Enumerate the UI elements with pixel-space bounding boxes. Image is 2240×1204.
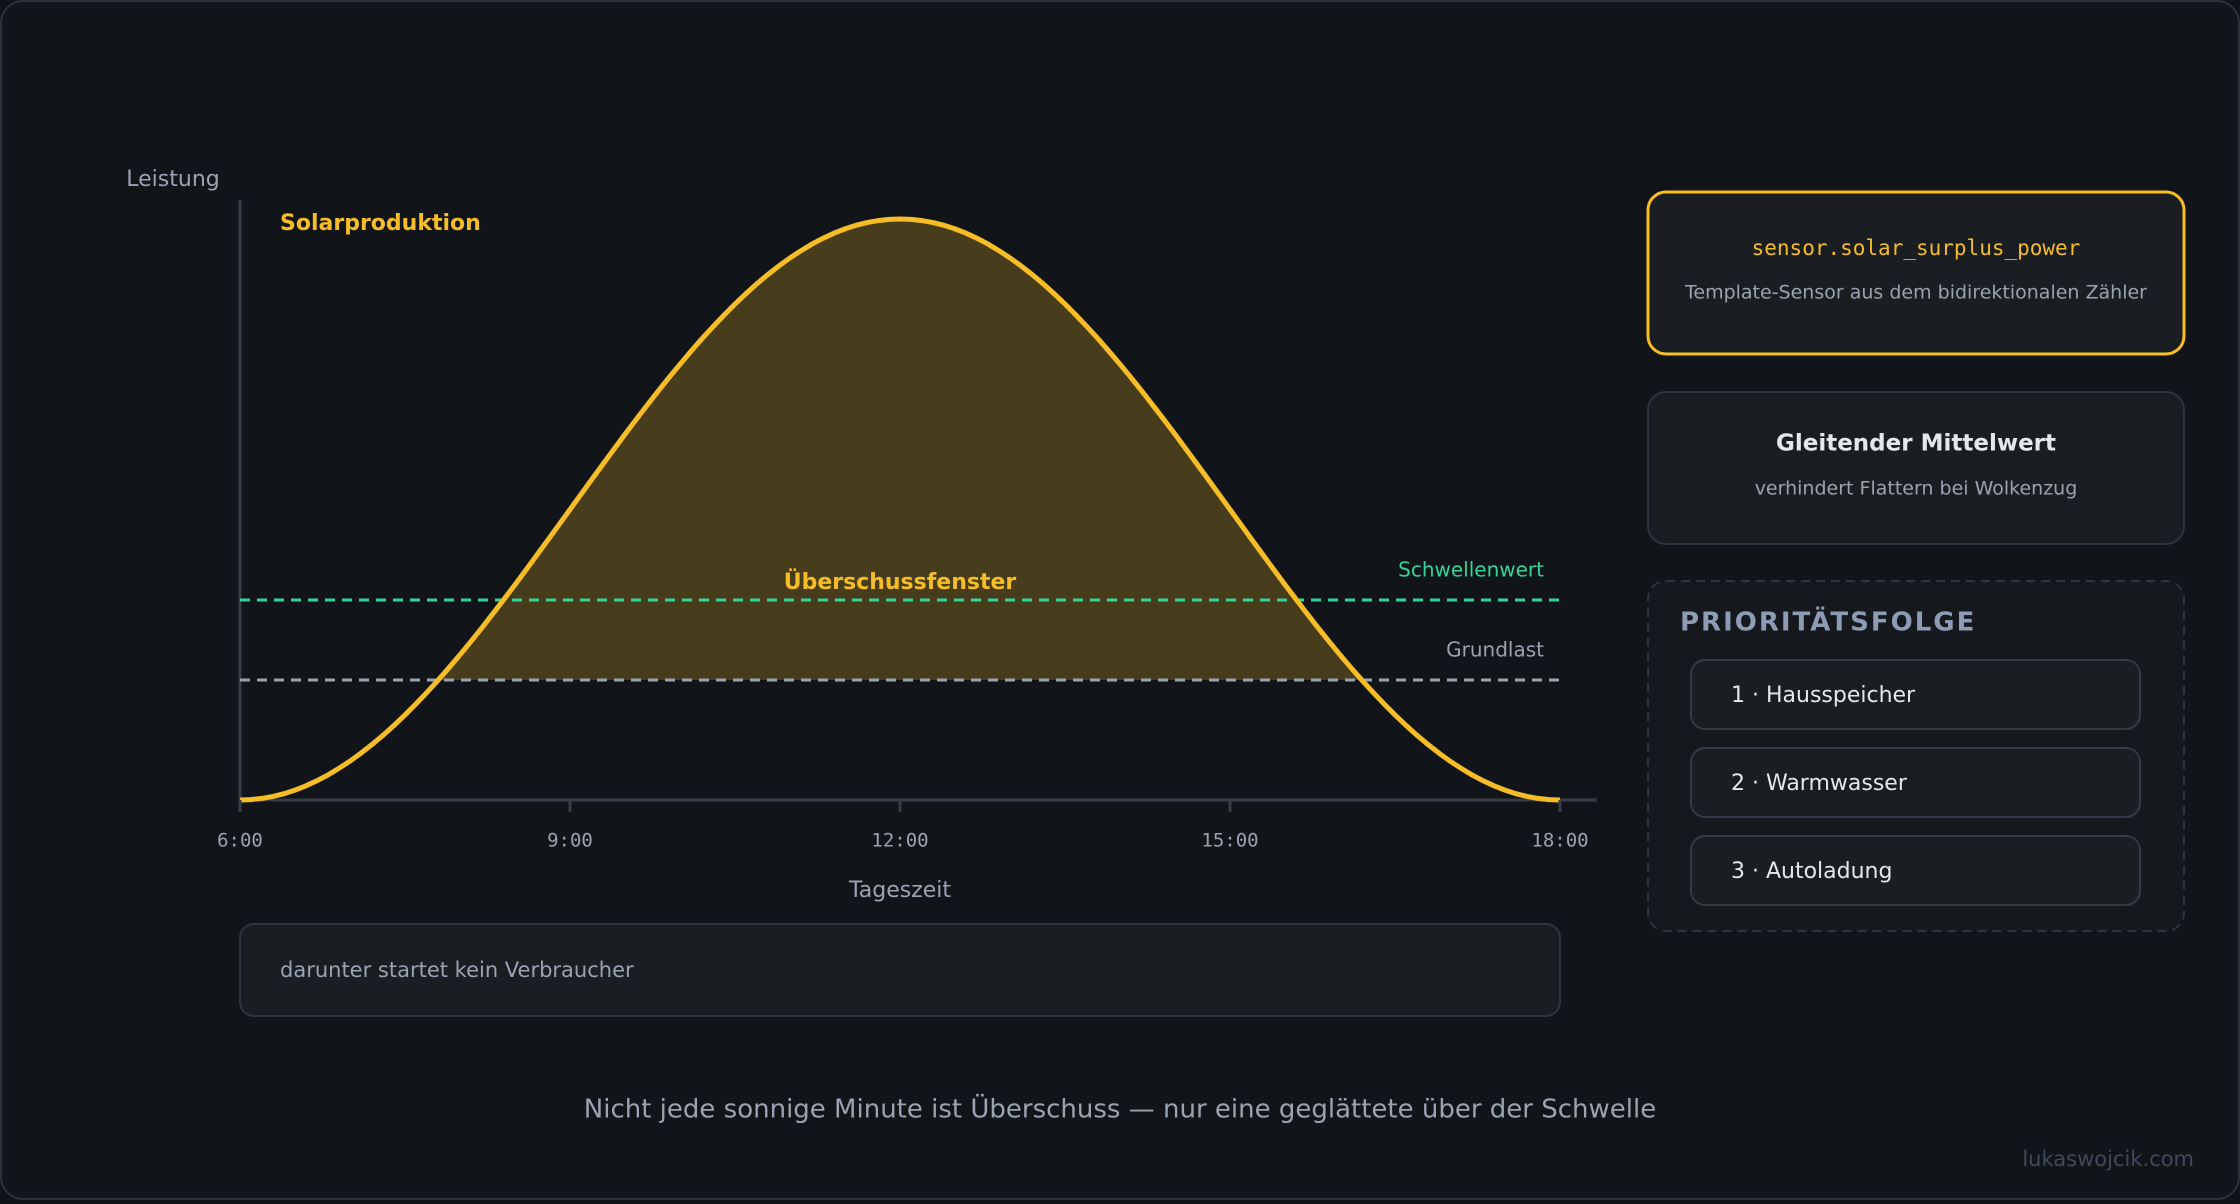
threshold-label: Schwellenwert: [1398, 558, 1544, 582]
priority-item: [1690, 835, 2141, 906]
priority-label: 2 · Warmwasser: [1731, 771, 1908, 796]
x-tick-label: 6:00: [217, 830, 263, 852]
window-label: Überschussfenster: [784, 569, 1017, 595]
card-subtitle: verhindert Flattern bei Wolkenzug: [1755, 478, 2078, 500]
series-label: Solarproduktion: [280, 211, 481, 236]
baseload-label: Grundlast: [1446, 638, 1544, 662]
caption: Nicht jede sonnige Minute ist Überschuss…: [584, 1093, 1656, 1125]
card-title: sensor.solar_surplus_power: [1752, 236, 2081, 260]
y-label: Leistung: [126, 167, 219, 192]
x-tick-label: 9:00: [547, 830, 593, 852]
priority-label: 3 · Autoladung: [1731, 859, 1892, 884]
priority-item: [1690, 747, 2141, 818]
note-box: [239, 923, 1561, 1017]
card: [1646, 190, 2186, 356]
solar-curve: [239, 216, 1561, 803]
card-subtitle: Template-Sensor aus dem bidirektionalen …: [1684, 282, 2147, 304]
card-title: Gleitender Mittelwert: [1776, 431, 2056, 457]
priority-item: [1690, 659, 2141, 730]
x-tick-label: 12:00: [871, 830, 928, 852]
x-tick-label: 15:00: [1201, 830, 1258, 852]
priority-label: 1 · Hausspeicher: [1731, 683, 1916, 708]
card: [1647, 391, 2185, 545]
priority-heading: PRIORITÄTSFOLGE: [1680, 606, 1976, 638]
x-label: Tageszeit: [848, 878, 951, 903]
note: darunter startet kein Verbraucher: [280, 958, 634, 982]
surplus-area: [438, 219, 1362, 680]
x-tick-label: 18:00: [1531, 830, 1588, 852]
footer: lukaswojcik.com: [2022, 1147, 2194, 1171]
